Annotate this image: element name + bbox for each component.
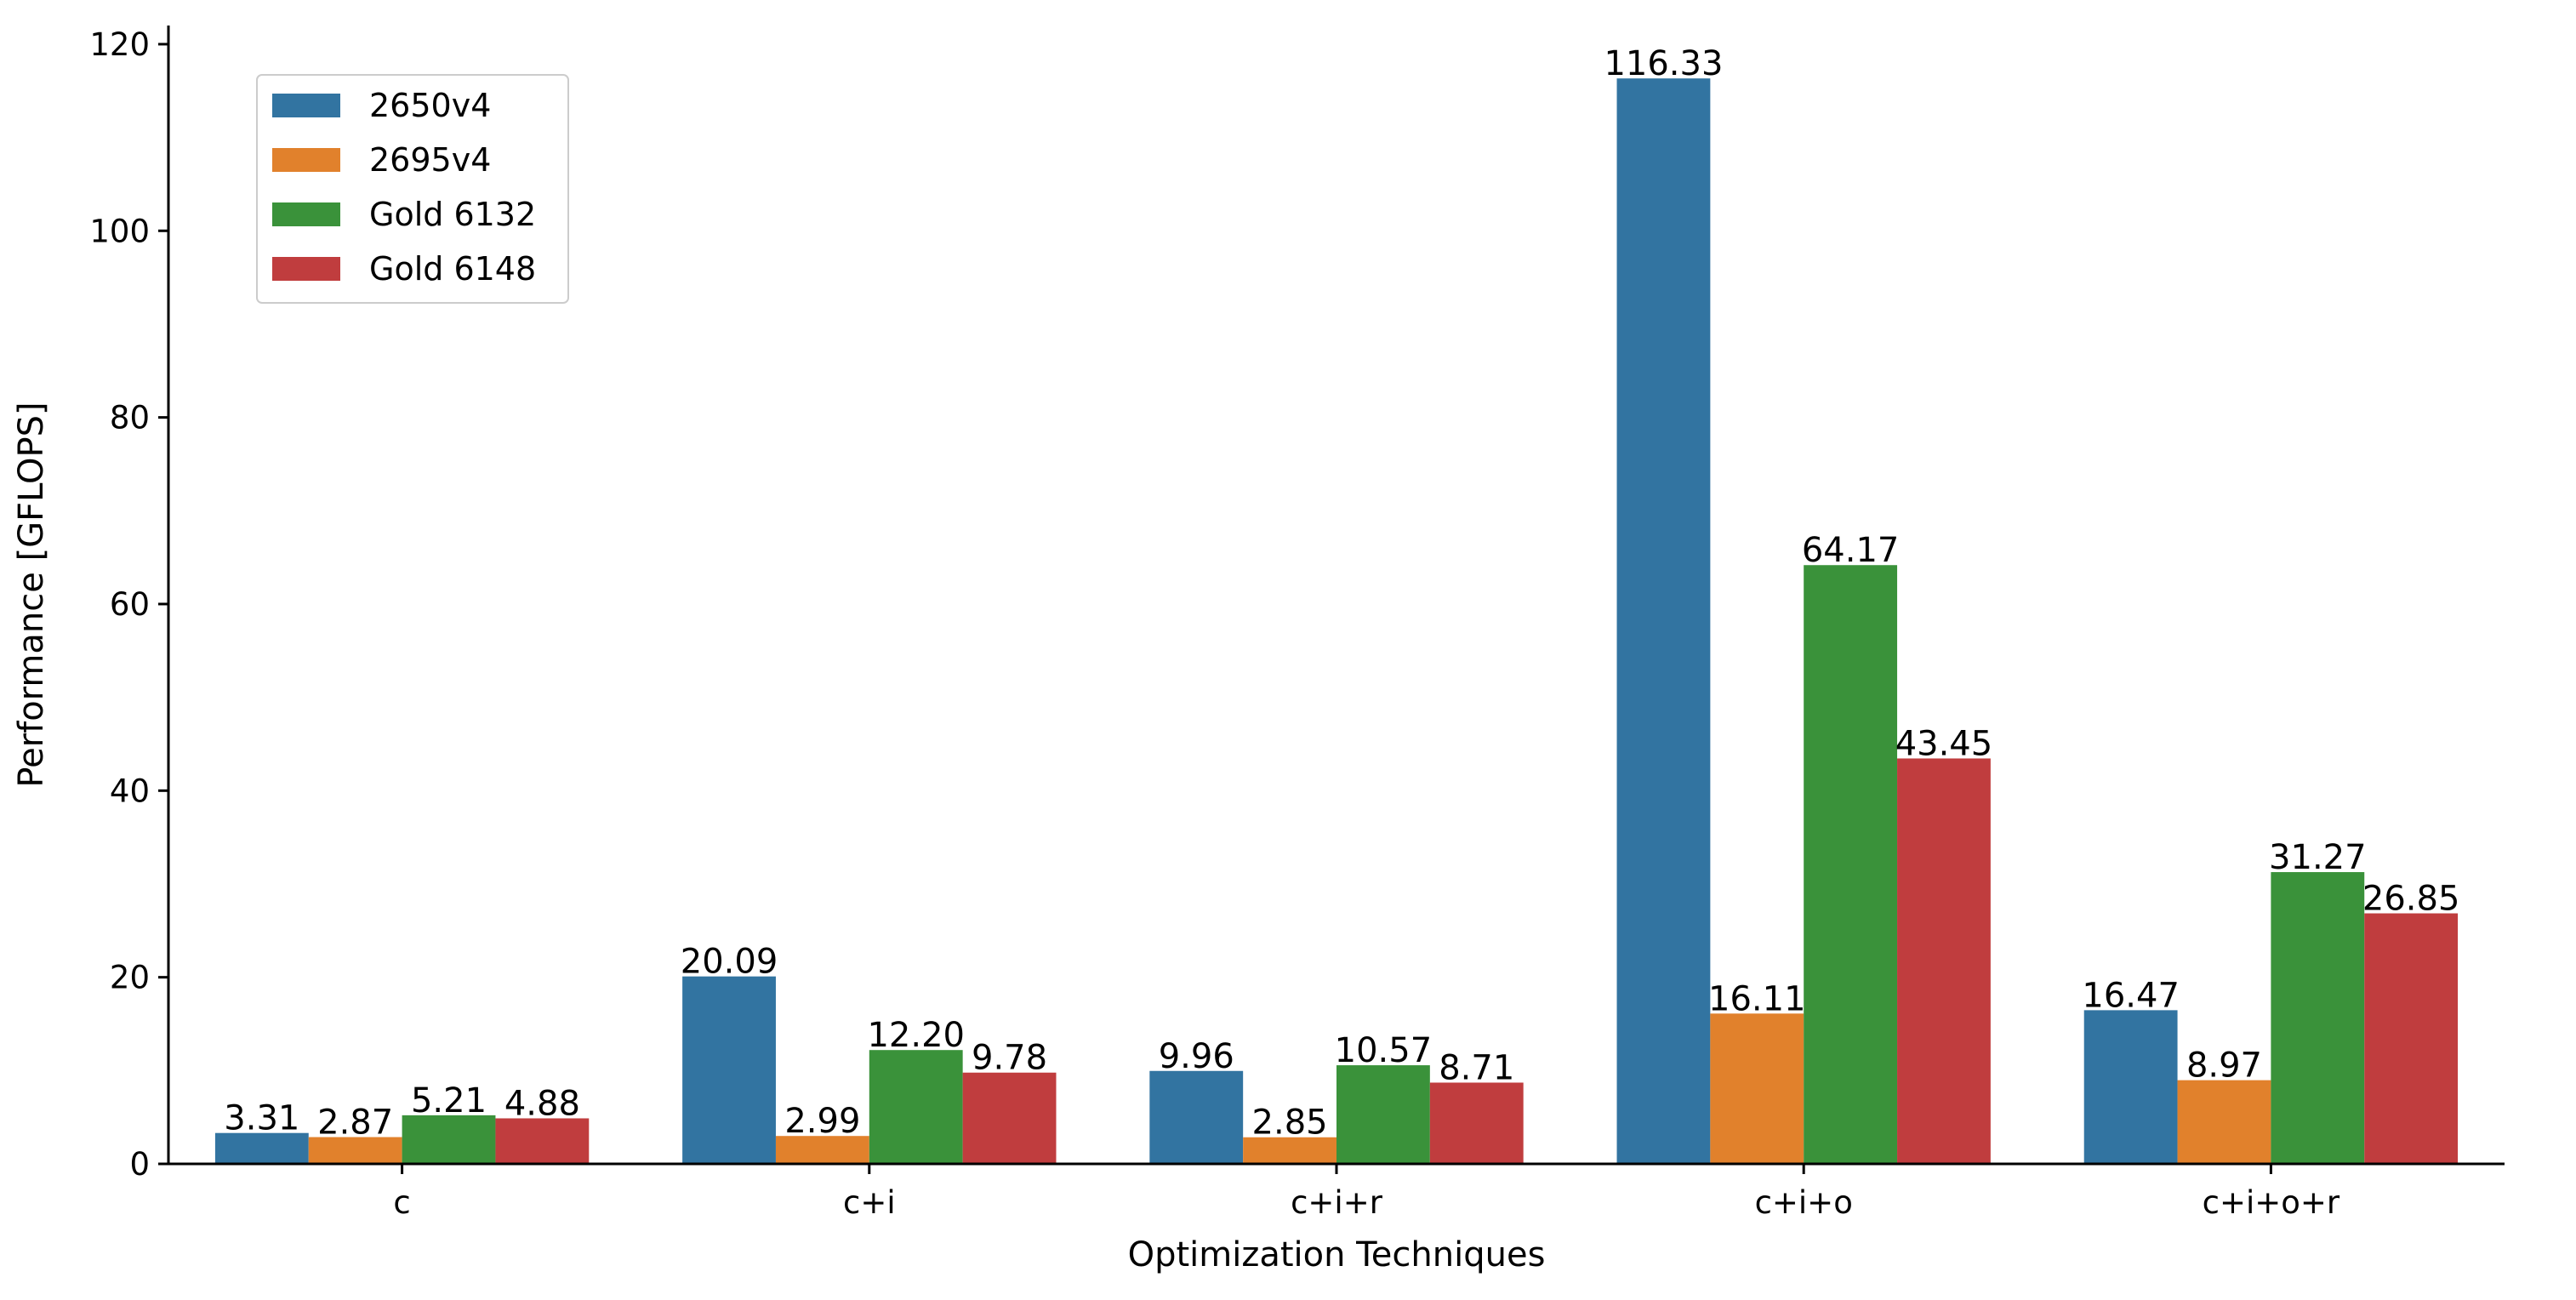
legend-swatch [272,148,340,172]
y-axis-title: Performance [GFLOPS] [12,402,51,787]
axes-layer: 0 20 40 60 80 100 120 c c+i c+i+r c+i+o c+i+o+r [89,26,2505,1221]
bar-gold-6148-4 [2364,913,2459,1164]
bar-value-label: 116.33 [1604,44,1723,83]
bar-2695v4-4 [2177,1080,2271,1164]
bar-value-label: 4.88 [504,1084,580,1123]
y-tick-label: 100 [89,213,150,249]
bar-value-label: 5.21 [411,1081,487,1120]
y-tick-label: 60 [110,586,150,623]
bar-value-label: 8.97 [2186,1046,2262,1086]
bar-gold-6132-4 [2271,872,2365,1164]
legend-label: Gold 6132 [369,196,536,233]
bar-value-label: 10.57 [1335,1031,1433,1070]
bar-value-label: 12.20 [867,1016,965,1055]
bar-2650v4-0 [214,1132,309,1164]
bar-gold-6148-3 [1897,758,1991,1164]
bar-value-label: 43.45 [1895,724,1993,763]
legend-swatch [272,94,340,117]
bar-value-label: 9.78 [972,1039,1047,1078]
bar-value-label: 2.87 [317,1103,393,1143]
x-tick-label: c [393,1184,410,1221]
bar-value-label: 8.71 [1439,1048,1514,1087]
y-tick-label: 120 [89,26,150,63]
bar-2695v4-2 [1243,1137,1336,1164]
bar-value-label: 3.31 [224,1099,299,1138]
x-axis-title: Optimization Techniques [1128,1235,1546,1274]
bar-gold-6148-2 [1429,1082,1524,1164]
bar-value-label: 2.99 [784,1102,860,1141]
legend-frame [256,74,569,304]
y-tick-label: 0 [129,1146,150,1183]
bar-value-label: 26.85 [2362,880,2460,919]
bar-2695v4-1 [775,1136,869,1164]
bar-gold-6148-0 [495,1118,590,1164]
bar-value-label: 9.96 [1159,1037,1234,1076]
bar-2650v4-4 [2083,1010,2178,1164]
bar-value-label: 64.17 [1802,531,1900,570]
bar-gold-6132-1 [869,1050,963,1164]
bar-gold-6132-0 [402,1115,496,1164]
y-tick-label: 20 [110,960,150,996]
legend-label: 2650v4 [369,87,491,124]
bar-labels-layer: 3.31 20.09 9.96 116.33 16.47 2.87 2.99 2.85 16.1… [224,44,2459,1143]
bar-gold-6132-3 [1804,565,1898,1164]
legend: 2650v4 2695v4 Gold 6132 Gold 6148 [256,74,569,304]
x-tick-label: c+i [843,1184,896,1221]
bar-value-label: 16.47 [2082,976,2180,1015]
bar-value-label: 2.85 [1252,1103,1328,1143]
bar-2695v4-3 [1710,1013,1804,1164]
legend-label: 2695v4 [369,141,491,179]
bar-2695v4-0 [308,1137,402,1164]
bar-gold-6132-2 [1336,1065,1430,1164]
legend-swatch [272,257,340,281]
x-tick-label: c+i+r [1291,1184,1383,1221]
y-tick-label: 40 [110,773,150,809]
bar-value-label: 20.09 [681,943,778,982]
legend-swatch [272,202,340,226]
legend-label: Gold 6148 [369,250,536,288]
bar-value-label: 31.27 [2269,838,2367,877]
y-tick-label: 80 [110,400,150,436]
bar-2650v4-1 [682,976,776,1164]
bar-2650v4-3 [1616,78,1711,1165]
bar-gold-6148-1 [962,1072,1057,1164]
bars-layer [214,78,2459,1165]
x-tick-label: c+i+o+r [2203,1184,2340,1221]
x-tick-label: c+i+o [1755,1184,1853,1221]
bar-value-label: 16.11 [1708,979,1806,1018]
bar-2650v4-2 [1149,1070,1244,1164]
